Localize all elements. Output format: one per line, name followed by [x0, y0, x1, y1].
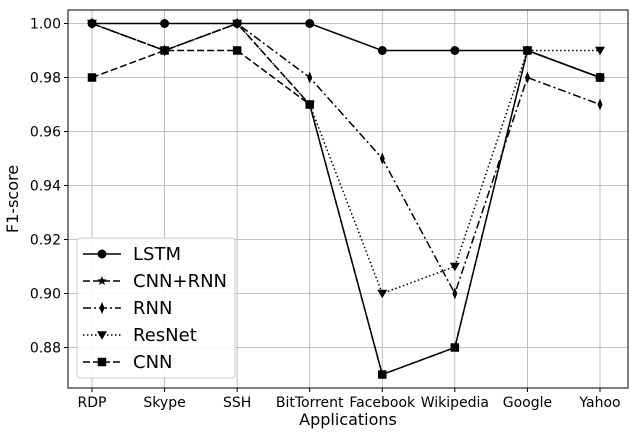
y-tick-label: 0.98 [30, 71, 61, 87]
legend-item: ResNet [83, 325, 197, 346]
circle-marker [377, 46, 387, 55]
star-marker [97, 276, 107, 286]
diamond-marker [307, 71, 313, 84]
triangle-down-marker [97, 331, 107, 340]
legend-label: CNN [133, 352, 173, 373]
y-axis-ticks: 0.88 0.90 0.92 0.94 0.96 0.98 1.00 [30, 17, 68, 357]
legend-label: ResNet [133, 325, 197, 346]
triangle-down-marker [595, 46, 605, 56]
circle-marker [160, 19, 170, 28]
legend-item: CNN [83, 352, 173, 373]
x-tick-label: Google [503, 395, 552, 411]
diamond-marker [524, 71, 530, 84]
y-tick-label: 0.96 [30, 125, 61, 141]
diamond-marker [597, 98, 603, 111]
legend-box [76, 237, 236, 379]
y-tick-label: 0.88 [30, 341, 61, 357]
y-tick-label: 0.94 [30, 179, 61, 195]
x-tick-label: Yahoo [578, 395, 620, 411]
x-axis-label: Applications [299, 410, 397, 429]
series-line [91, 22, 601, 296]
series-layer [87, 17, 605, 379]
triangle-down-marker [232, 19, 243, 29]
x-tick-label: RDP [78, 395, 107, 411]
series-line [91, 22, 600, 295]
legend-item: CNN+RNN [83, 271, 227, 292]
series-cnn [87, 46, 605, 379]
legend: LSTM CNN+RNN RNN ResNet CNN [76, 237, 236, 379]
x-tick-label: SSH [223, 395, 251, 411]
circle-marker [450, 46, 460, 55]
x-axis-ticks: RDP Skype SSH BitTorrent Facebook Wikipedia Go… [78, 388, 621, 411]
triangle-down-marker [377, 289, 388, 299]
x-tick-label: BitTorrent [276, 395, 344, 411]
legend-label: LSTM [133, 244, 181, 265]
y-axis-label: F1-score [3, 165, 22, 233]
square-marker [160, 46, 169, 55]
square-marker [523, 46, 532, 55]
y-tick-label: 0.92 [30, 233, 61, 249]
series-line [92, 22, 601, 79]
x-tick-label: Skype [143, 395, 185, 411]
plot-frame [67, 9, 629, 389]
series-line [91, 49, 601, 376]
triangle-down-marker [449, 262, 460, 272]
legend-item: LSTM [83, 244, 181, 265]
y-tick-label: 1.00 [30, 17, 61, 33]
circle-marker [97, 249, 107, 259]
diamond-marker [99, 302, 105, 314]
square-marker [450, 343, 460, 352]
x-tick-label: Facebook [349, 395, 416, 411]
square-marker [87, 73, 97, 82]
y-tick-label: 0.90 [30, 287, 61, 303]
legend-label: CNN+RNN [133, 271, 227, 292]
square-marker [97, 357, 107, 367]
legend-label: RNN [133, 298, 172, 319]
square-marker [232, 46, 242, 55]
square-marker [305, 100, 314, 109]
diamond-marker [379, 152, 385, 165]
diamond-marker [452, 287, 458, 300]
circle-marker [305, 19, 315, 28]
legend-item: RNN [83, 298, 172, 319]
x-tick-label: Wikipedia [421, 395, 489, 411]
triangle-down-marker [87, 19, 97, 29]
square-marker [378, 370, 387, 379]
square-marker [595, 73, 605, 82]
